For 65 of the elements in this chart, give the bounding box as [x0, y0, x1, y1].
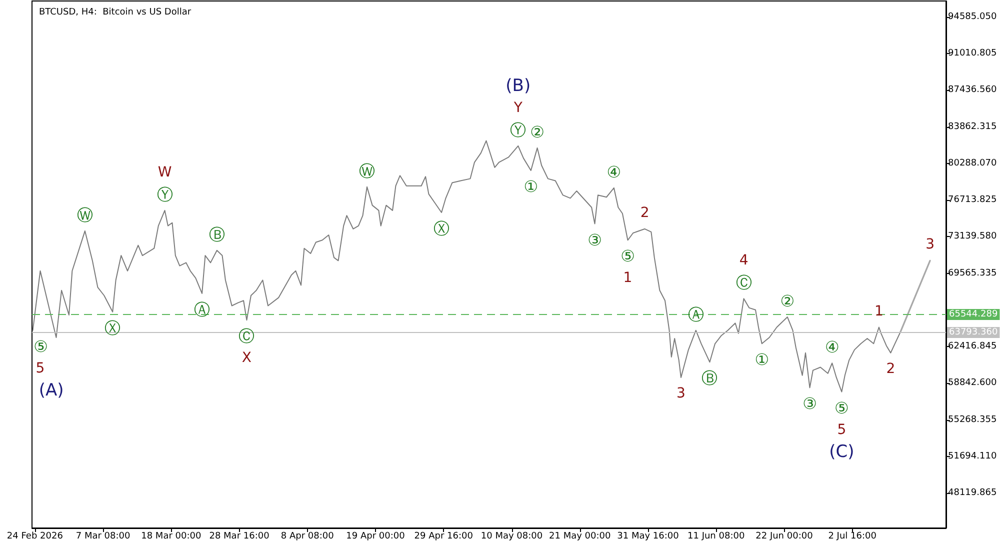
y-tick-label: 69565.335 [948, 268, 997, 278]
annotation: Ⓧ [434, 218, 450, 238]
y-tick-label: 55268.355 [948, 414, 997, 425]
y-tick-label: 83862.315 [948, 122, 997, 132]
annotation: Ⓑ [208, 224, 225, 244]
annotation: X [242, 350, 252, 366]
annotation: Ⓦ [359, 161, 375, 180]
ref-line-label: 65544.289 [949, 310, 998, 320]
ref-line-label: 63793.360 [949, 327, 998, 338]
annotation: 4 [739, 252, 748, 269]
annotation: ① [754, 350, 770, 370]
y-tick-label: 62416.845 [948, 342, 997, 352]
annotation: ③ [588, 230, 602, 250]
annotation: Ⓧ [104, 318, 121, 338]
annotation: ① [524, 176, 538, 196]
annotation: ④ [606, 162, 622, 182]
y-tick-label: 58842.600 [948, 378, 997, 388]
annotation: Y [512, 100, 523, 116]
annotation: Ⓒ [736, 273, 752, 292]
annotation: 5 [837, 422, 846, 438]
annotation: 3 [926, 236, 934, 253]
x-tick-label: 18 Mar 00:00 [141, 532, 202, 542]
x-tick-label: 2 Jul 16:00 [828, 532, 877, 542]
y-tick-label: 80288.070 [948, 158, 997, 168]
x-tick-label: 10 May 08:00 [480, 532, 543, 542]
y-tick-label: 91010.805 [948, 48, 997, 59]
annotation: Ⓨ [156, 184, 173, 204]
text: BTCUSD, H4: Bitcoin vs US Dollar [39, 8, 192, 18]
annotation: Ⓐ [194, 300, 210, 319]
annotation: ⑤ [834, 398, 849, 418]
x-tick-label: 31 May 16:00 [617, 532, 680, 542]
annotation: Ⓦ [76, 205, 93, 224]
x-tick-label: 28 Mar 16:00 [209, 532, 270, 542]
y-tick-label: 51694.110 [948, 451, 997, 462]
annotation: (C) [829, 442, 854, 462]
x-tick-label: 24 Feb 2026 [6, 532, 64, 542]
x-tick-label: 11 Jun 08:00 [688, 532, 745, 542]
annotation: ④ [824, 338, 840, 357]
annotation: 5 [36, 360, 45, 376]
annotation: ② [530, 122, 544, 142]
annotation: 2 [886, 360, 896, 377]
annotation: ⑤ [620, 246, 635, 266]
y-tick-label: 87436.560 [948, 85, 997, 96]
annotation: Ⓑ [702, 368, 718, 388]
y-tick-label: 73139.580 [948, 232, 997, 242]
annotation: W [158, 164, 172, 180]
x-tick-label: 7 Mar 08:00 [76, 532, 130, 542]
annotation: ③ [802, 394, 817, 414]
annotation: 2 [640, 204, 650, 221]
x-tick-label: 19 Apr 00:00 [346, 532, 406, 542]
annotation: (A) [38, 380, 64, 400]
x-tick-label: 21 May 00:00 [549, 532, 611, 542]
x-tick-label: 29 Apr 16:00 [414, 532, 474, 542]
x-tick-label: 8 Apr 08:00 [280, 532, 334, 542]
annotation: ② [780, 292, 795, 311]
annotation: ⑤ [34, 336, 48, 356]
y-tick-label: 94585.050 [948, 12, 997, 22]
y-tick-label: 76713.825 [948, 195, 997, 206]
y-tick-label: 48119.865 [948, 488, 997, 498]
x-tick-label: 22 Jun 00:00 [756, 532, 814, 542]
annotation: Ⓒ [238, 326, 255, 346]
annotation: (B) [506, 76, 531, 96]
annotation: 3 [676, 385, 686, 402]
annotation: Ⓨ [510, 120, 526, 140]
annotation: 1 [623, 270, 632, 286]
